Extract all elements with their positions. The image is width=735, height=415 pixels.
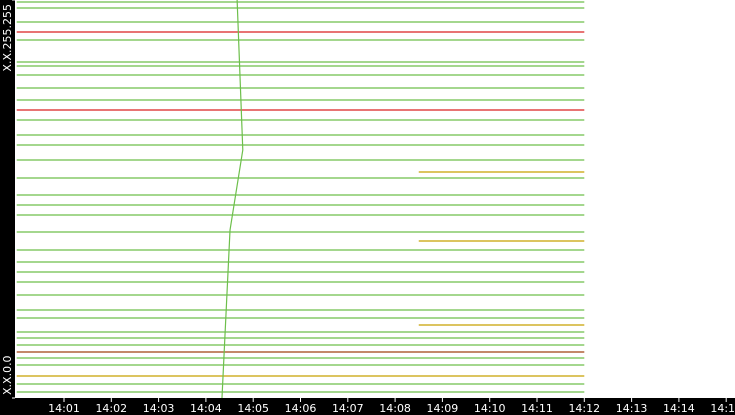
- x-tick-label: 14:04: [190, 402, 222, 415]
- x-tick-label: 14:10: [474, 402, 506, 415]
- x-tick-label: 14:09: [427, 402, 459, 415]
- x-tick-label: 14:15: [710, 402, 735, 415]
- x-tick-label: 14:01: [48, 402, 80, 415]
- x-tick-label: 14:06: [285, 402, 317, 415]
- sweep-line: [221, 0, 244, 399]
- x-tick-label: 14:13: [616, 402, 648, 415]
- y-tick-label: X.X.0.0: [1, 355, 14, 395]
- x-axis-strip: [0, 398, 735, 415]
- x-tick-label: 14:03: [143, 402, 175, 415]
- x-tick-label: 14:11: [521, 402, 553, 415]
- x-tick-label: 14:02: [95, 402, 127, 415]
- y-tick-label: X.X.255.255: [1, 4, 14, 72]
- x-tick-label: 14:12: [568, 402, 600, 415]
- x-tick-label: 14:14: [663, 402, 695, 415]
- x-tick-label: 14:08: [379, 402, 411, 415]
- x-tick-label: 14:05: [237, 402, 269, 415]
- y-axis-strip: [0, 0, 15, 415]
- x-tick-label: 14:07: [332, 402, 364, 415]
